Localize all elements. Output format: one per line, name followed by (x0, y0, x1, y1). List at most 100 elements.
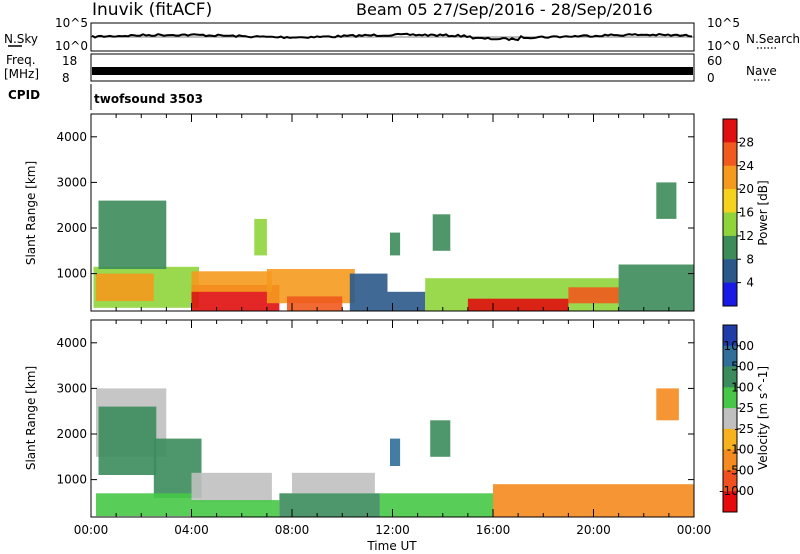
power-colorbar-label: Power [dB] (756, 180, 770, 245)
freq-label: Freq. (6, 53, 36, 67)
frequency-panel: Freq. [MHz] 18 8 60 0 Nave (4, 53, 777, 85)
velocity-colorbar-label: Velocity [m s^-1] (756, 366, 770, 470)
power-y-axis-label: Slant Range [km] (24, 161, 38, 265)
velocity-data-cells (96, 388, 694, 517)
power-y-ticks: 1000 2000 3000 4000 (56, 130, 694, 281)
y-tick-label: 2000 (56, 221, 87, 235)
colorbar-tick-label: 25 (739, 401, 754, 415)
colorbar-tick-label: 1000 (723, 339, 754, 353)
power-x-ticks (90, 114, 695, 311)
data-cell (254, 218, 267, 256)
colorbar-tick-label: -25 (734, 422, 754, 436)
data-cell (191, 472, 272, 503)
data-cell (430, 420, 451, 457)
velocity-colorbar: 1000 500 100 25 -25 -100 -500 -1000 (719, 324, 754, 513)
colorbar-swatch (723, 387, 737, 409)
cpid-label: CPID (8, 88, 40, 102)
data-cell (618, 264, 694, 311)
data-cell (292, 472, 375, 494)
freq-unit-label: [MHz] (4, 67, 39, 81)
colorbar-tick-label: -500 (727, 463, 754, 477)
freq-tick-top: 18 (62, 54, 77, 68)
frequency-panel-frame (90, 53, 695, 82)
velocity-y-ticks: 1000 2000 3000 4000 (56, 336, 694, 487)
data-cell (656, 182, 677, 219)
x-tick-label: 16:00 (476, 523, 511, 537)
colorbar-tick-label: 28 (739, 135, 754, 149)
cpid-panel: CPID twofsound 3503 (8, 84, 203, 110)
colorbar-tick-label: 24 (739, 159, 754, 173)
noise-sky-label: N.Sky (4, 32, 38, 46)
data-cell (656, 388, 679, 421)
colorbar-swatch (723, 119, 737, 143)
power-data-cells (93, 182, 694, 311)
nave-tick-top: 60 (707, 54, 722, 68)
data-cell (432, 214, 451, 251)
x-tick-label: 00:00 (677, 523, 712, 537)
station-title: Inuvik (fitACF) (92, 0, 212, 20)
y-tick-label: 1000 (56, 267, 87, 281)
colorbar-swatch (723, 428, 737, 451)
data-cell (191, 500, 280, 517)
colorbar-swatch (723, 212, 737, 237)
colorbar-tick-label: 8 (746, 252, 754, 266)
colorbar-swatch (723, 235, 737, 260)
velocity-panel: 1000 2000 3000 4000 00:00 04:00 08:00 12:00 16:… (24, 319, 770, 553)
colorbar-tick-label: 4 (746, 276, 754, 290)
cpid-program-text: twofsound 3503 (94, 92, 203, 106)
data-cell (349, 273, 388, 311)
data-cell (390, 438, 401, 466)
power-panel: 1000 2000 3000 4000 Slant Range [km] 28 24 20… (24, 113, 770, 312)
data-cell (96, 273, 154, 301)
x-tick-label: 12:00 (375, 523, 410, 537)
colorbar-swatch (723, 345, 737, 368)
noise-search-label: N.Search (746, 32, 800, 46)
colorbar-swatch (723, 491, 737, 513)
nave-label: Nave (746, 64, 777, 78)
noise-right-tick-bottom: 10^0 (707, 39, 740, 53)
colorbar-tick-label: -100 (727, 443, 754, 457)
data-cell (191, 271, 272, 292)
velocity-y-axis-label: Slant Range [km] (24, 366, 38, 470)
colorbar-swatch (723, 408, 737, 430)
x-tick-label: 20:00 (576, 523, 611, 537)
data-cell (387, 291, 426, 311)
colorbar-tick-label: 16 (739, 206, 754, 220)
data-cell (98, 200, 167, 269)
data-cell (379, 493, 493, 517)
colorbar-swatch (723, 449, 737, 471)
nave-tick-bottom: 0 (707, 71, 715, 85)
y-tick-label: 4000 (56, 336, 87, 350)
beam-date-title: Beam 05 27/Sep/2016 - 28/Sep/2016 (356, 0, 653, 19)
colorbar-swatch (723, 470, 737, 492)
data-cell (568, 287, 619, 304)
colorbar-tick-label: 500 (731, 360, 754, 374)
x-tick-label: 04:00 (174, 523, 209, 537)
velocity-x-ticks (90, 320, 695, 517)
colorbar-tick-label: -1000 (719, 484, 754, 498)
colorbar-tick-label: 100 (731, 380, 754, 394)
y-tick-label: 2000 (56, 427, 87, 441)
y-tick-label: 4000 (56, 130, 87, 144)
colorbar-swatch (723, 142, 737, 167)
y-tick-label: 3000 (56, 381, 87, 395)
noise-sky-trace (91, 32, 693, 42)
y-tick-label: 1000 (56, 473, 87, 487)
colorbar-tick-label: 20 (739, 182, 754, 196)
freq-tick-bottom: 8 (62, 71, 70, 85)
colorbar-swatch (723, 189, 737, 213)
noise-left-tick-top: 10^5 (55, 16, 88, 30)
data-cell (98, 406, 157, 475)
colorbar-swatch (723, 259, 737, 284)
data-cell (287, 296, 343, 311)
y-tick-label: 3000 (56, 175, 87, 189)
x-tick-label: 00:00 (74, 523, 109, 537)
colorbar-swatch (723, 366, 737, 388)
frequency-trace (92, 67, 693, 75)
noise-panel: N.Sky 10^5 10^0 10^5 10^0 N.Search (4, 16, 800, 53)
data-cell (390, 232, 401, 256)
colorbar-swatch (723, 282, 737, 307)
colorbar-frame (722, 324, 738, 513)
